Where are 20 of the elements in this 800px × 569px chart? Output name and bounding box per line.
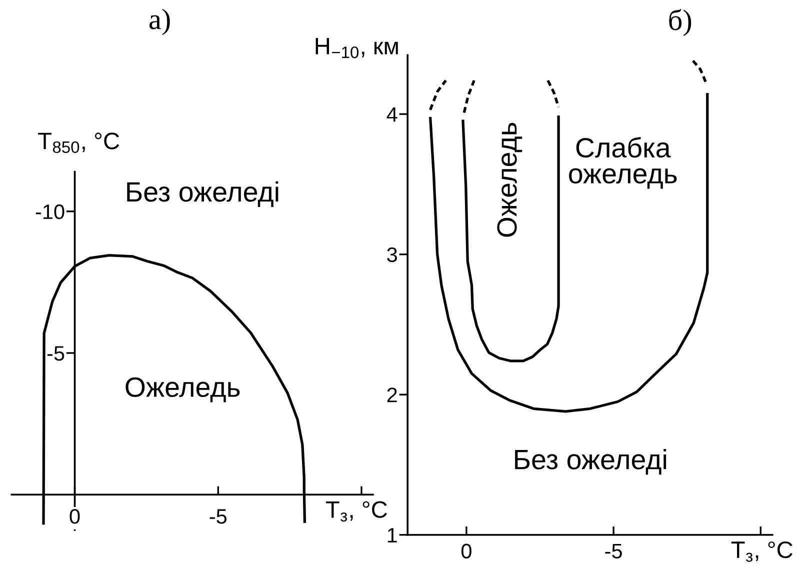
annotation: Без ожеледі xyxy=(515,449,666,475)
annotation: Ожеледь xyxy=(126,377,240,402)
y-tick-label: 2 xyxy=(387,388,397,402)
y-tick-label: 3 xyxy=(387,247,397,262)
y-tick-label: 4 xyxy=(386,107,398,122)
line-series xyxy=(428,92,709,413)
annotation: Ожеледь xyxy=(497,122,522,237)
x-tick-label: 0 xyxy=(461,544,472,558)
x-tick-label: 0 xyxy=(70,509,80,524)
line-series xyxy=(462,114,560,362)
annotation: Слабка ожеледь xyxy=(569,136,677,189)
chart-title: а) xyxy=(150,8,170,36)
y-axis-title: H$_{−10}$, км xyxy=(316,38,398,58)
chart-title: б) xyxy=(669,9,692,36)
y-tick-label: -10 xyxy=(36,204,64,220)
x-axis-title: T$_{з}$, °C xyxy=(326,501,387,522)
annotation: Без ожеледі xyxy=(127,181,278,208)
y-tick-label: 1 xyxy=(388,528,397,542)
x-axis-title: T$_{з}$, °C xyxy=(731,541,792,562)
y-axis-title: T$_{850}$, °C xyxy=(38,132,120,154)
